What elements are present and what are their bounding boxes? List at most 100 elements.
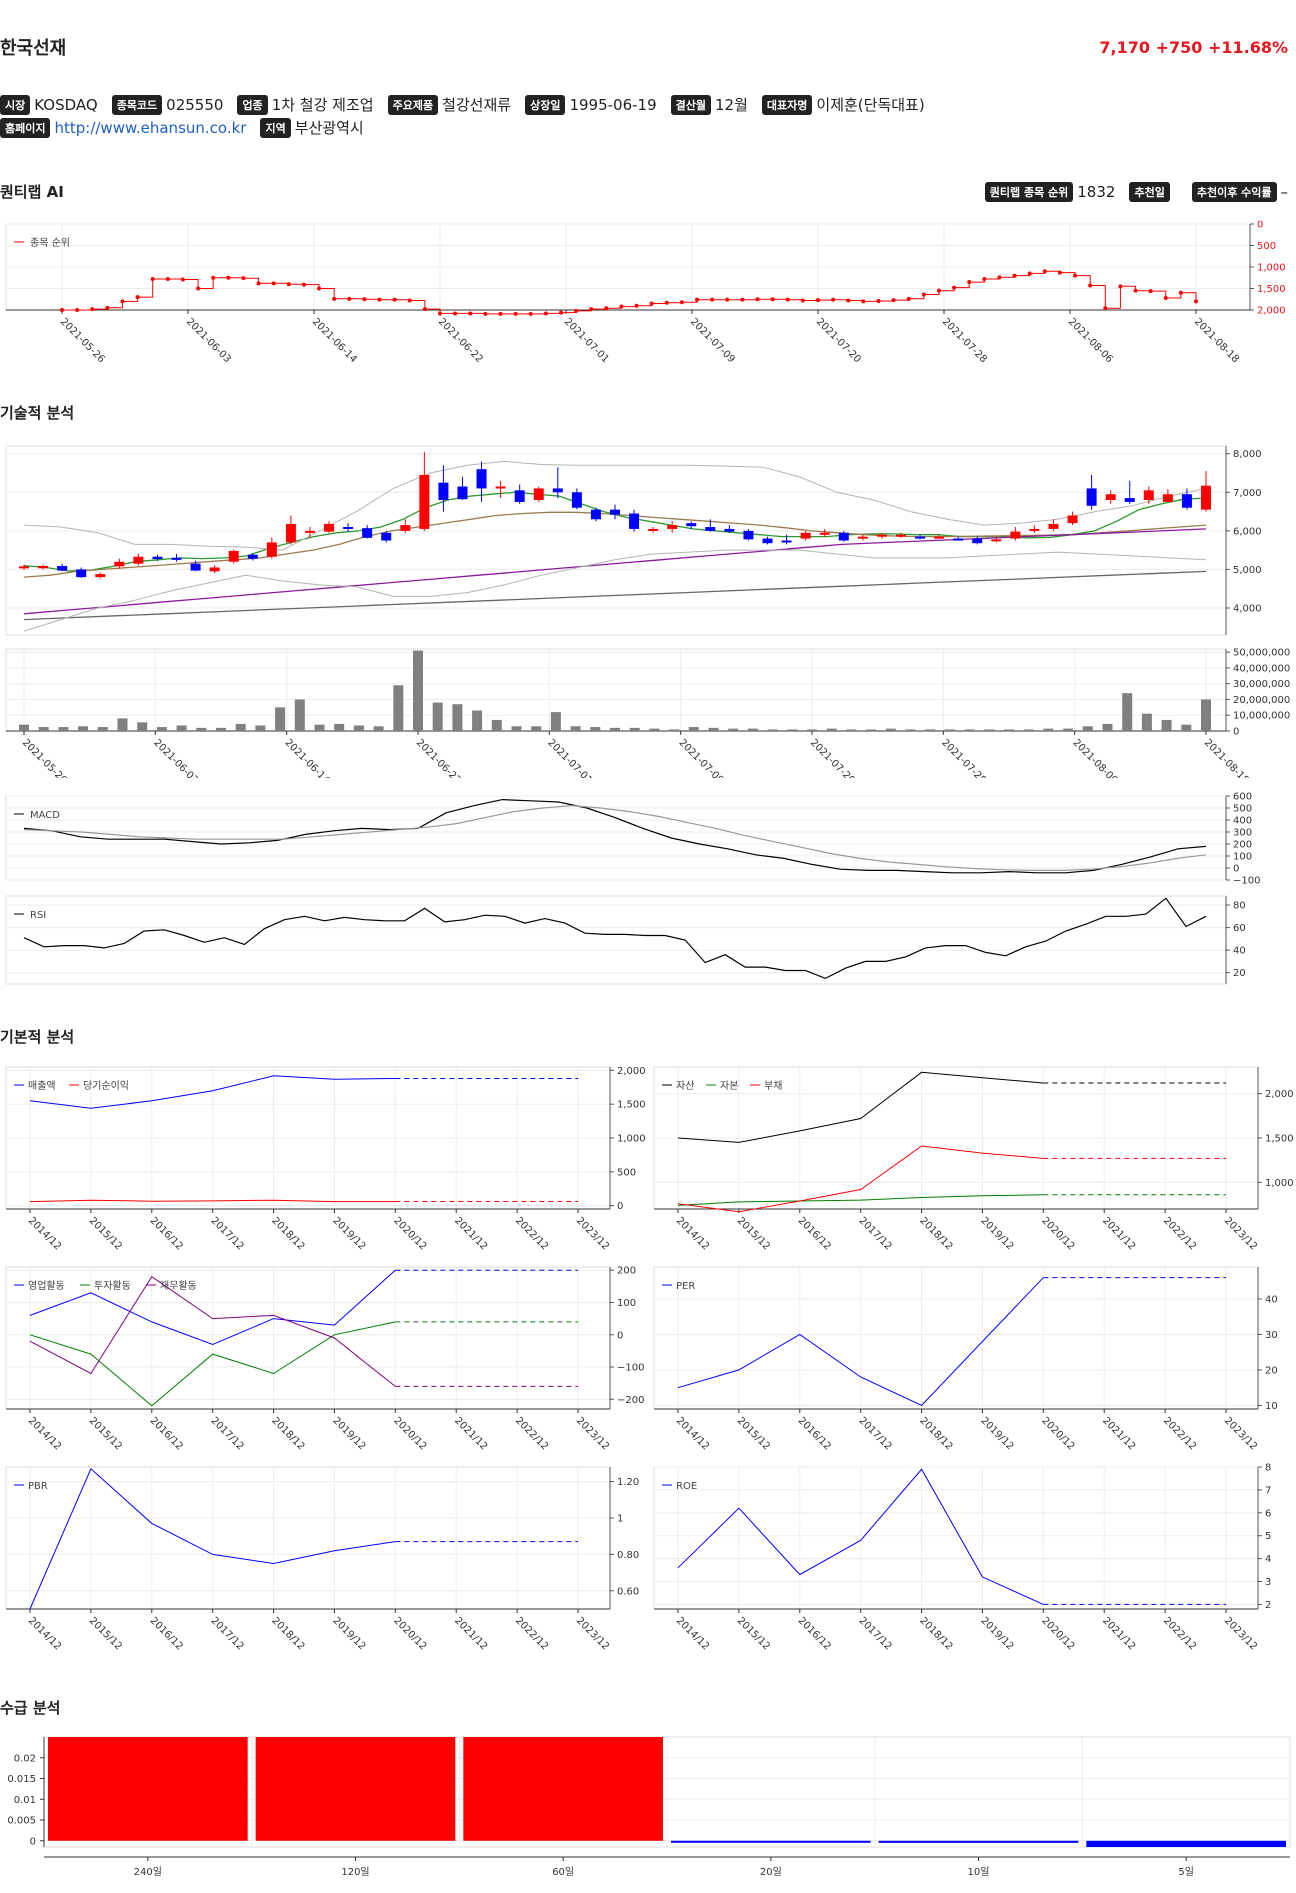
sales-legend: 매출액 당기순이익 [14, 1080, 129, 1092]
y-tick-label: 5,000 [1233, 565, 1262, 576]
pbr-y-axis: 0.60 0.80 1 1.20 [609, 1467, 639, 1609]
rsi-marks [23, 897, 1207, 980]
fiscal-month-tag: 결산월 [670, 94, 712, 115]
y-tick-label: 1,500 [617, 1100, 646, 1111]
rank-point [649, 301, 654, 306]
y-tick-label: 1,500 [1265, 1134, 1294, 1145]
candle-body [171, 557, 182, 560]
rec-return-value: – [1280, 183, 1289, 201]
balance-marks [677, 1071, 1226, 1213]
volume-bar [19, 724, 29, 731]
rank-point [422, 307, 427, 312]
x-tick-label: 2021-07-09 [688, 316, 737, 365]
x-tick-label: 2019/12 [978, 1615, 1015, 1652]
x-tick-label: 2021-08-06 [1066, 316, 1115, 365]
x-tick-label: 2015/12 [87, 1215, 124, 1252]
rank-point [377, 297, 382, 302]
x-tick-label: 2020/12 [1039, 1215, 1076, 1252]
x-tick-label: 2015/12 [735, 1615, 772, 1652]
code-tag: 종목코드 [111, 94, 163, 115]
x-tick-label: 2018/12 [269, 1615, 306, 1652]
rank-point [438, 311, 442, 316]
x-tick-label: 2019/12 [978, 1415, 1015, 1452]
candle-body [972, 538, 983, 544]
rank-point [165, 277, 170, 282]
roe-x-axis: 2014/12 2015/12 2016/12 2017/12 2018/12 2019/… [654, 1608, 1259, 1652]
macd-legend-label: MACD [30, 810, 60, 821]
plot-frame [5, 1466, 611, 1610]
rank-point [75, 308, 80, 312]
y-tick-label: 0.015 [7, 1774, 36, 1785]
candle-body [610, 509, 620, 515]
rank-point [1194, 299, 1198, 304]
volume-bar [925, 729, 936, 731]
y-tick-label: 500 [1257, 241, 1276, 252]
rank-point [574, 308, 579, 313]
series-line [677, 1145, 1044, 1213]
supply-y-axis: 0 0.005 0.01 0.015 0.02 [7, 1737, 45, 1847]
macd-grid [5, 795, 1227, 881]
rsi-grid [5, 895, 1227, 985]
x-tick-label: 2022/12 [513, 1615, 550, 1652]
candle-body [381, 532, 392, 541]
candle-body [76, 569, 87, 578]
x-tick-label: 2019/12 [978, 1215, 1015, 1252]
volume-bar [373, 726, 384, 731]
y-tick-label: 200 [1233, 840, 1252, 851]
y-tick-label: 1,000 [1265, 1178, 1294, 1189]
candle-body [476, 469, 487, 489]
candle-body [743, 530, 754, 540]
rank-point [135, 295, 140, 300]
y-tick-label: 0 [30, 1836, 36, 1847]
x-tick-label: 2018/12 [917, 1215, 954, 1252]
y-tick-label: 1 [617, 1513, 623, 1524]
y-tick-label: 40 [1265, 1294, 1278, 1305]
candle-body [19, 566, 29, 569]
plot-frame [5, 795, 1227, 881]
ma5-line [23, 491, 1207, 572]
volume-bar [708, 727, 719, 731]
x-tick-label: 2015/12 [735, 1415, 772, 1452]
candle-ma-lines [23, 460, 1207, 632]
rank-point [271, 281, 276, 286]
rank-point [301, 282, 306, 287]
y-tick-label: 7 [1265, 1485, 1271, 1496]
plot-frame [653, 1266, 1259, 1410]
y-tick-label: 1,000 [1257, 263, 1286, 274]
section-fund: 기본적 분석 [0, 1028, 75, 1046]
candle-body [438, 482, 449, 500]
code-value: 025550 [166, 95, 224, 114]
rank-point [725, 297, 730, 302]
x-tick-label: 2020/12 [1039, 1615, 1076, 1652]
rank-point [936, 288, 941, 293]
rank-point [785, 297, 790, 302]
volume-bar [216, 727, 226, 731]
y-tick-label: 0 [617, 1201, 623, 1212]
rank-point [1148, 289, 1153, 294]
series-line [29, 1075, 396, 1109]
legend-label: 영업활동 [28, 1279, 65, 1292]
series-line [29, 1269, 396, 1346]
x-tick-label: 2014/12 [26, 1615, 63, 1652]
x-tick-label: 2014/12 [26, 1215, 63, 1252]
homepage-link[interactable]: http://www.ehansun.co.kr [54, 118, 247, 137]
rank-point [558, 310, 563, 315]
volume-bar [787, 729, 798, 731]
industry-value: 1차 철강 제조업 [271, 96, 374, 114]
rank-point [332, 296, 337, 301]
x-tick-label: 2023/12 [574, 1615, 611, 1652]
y-tick-label: 4 [1265, 1554, 1271, 1565]
candle-grid [5, 445, 1227, 636]
candle-body [247, 554, 258, 559]
rank-point [1103, 306, 1108, 311]
rank-point [60, 308, 64, 312]
y-tick-label: 2 [1265, 1600, 1271, 1611]
supply-bar [463, 1737, 663, 1841]
supply-bar [1086, 1840, 1286, 1847]
y-tick-label: 4,000 [1233, 604, 1262, 615]
volume-bar [38, 727, 49, 731]
sales-marks [29, 1075, 578, 1203]
balance-x-axis: 2014/12 2015/12 2016/12 2017/12 2018/12 2019/… [654, 1208, 1259, 1252]
industry-tag: 업종 [237, 94, 268, 115]
candle-body [495, 486, 506, 489]
